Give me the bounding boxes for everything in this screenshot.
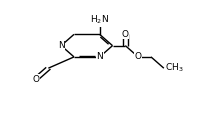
Text: N: N [96, 52, 103, 61]
Text: H$_2$N: H$_2$N [90, 14, 109, 26]
Text: CH$_3$: CH$_3$ [165, 62, 183, 74]
Text: O: O [134, 52, 141, 61]
Text: O: O [32, 75, 39, 84]
Text: O: O [121, 30, 128, 39]
Text: N: N [57, 41, 64, 50]
